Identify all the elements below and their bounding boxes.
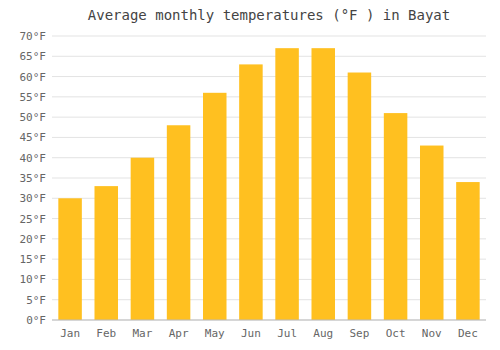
bar [456, 182, 480, 320]
title: Average monthly temperatures (°F ) in Ba… [88, 7, 450, 23]
x-tick-label: Jan [60, 327, 80, 340]
grid-line [52, 137, 486, 138]
bar [311, 48, 335, 320]
y-tick-label: 15°F [20, 253, 47, 266]
bar [275, 48, 299, 320]
y-tick-label: 50°F [20, 111, 47, 124]
y-tick-label: 55°F [20, 91, 47, 104]
y-tick-label: 40°F [20, 152, 47, 165]
bar [131, 158, 155, 320]
x-tick-label: Dec [458, 327, 478, 340]
x-tick-label: Feb [96, 327, 116, 340]
bar [203, 93, 227, 320]
x-tick-label: Oct [386, 327, 406, 340]
grid-line [52, 56, 486, 57]
x-tick-label: May [205, 327, 225, 340]
y-tick-label: 70°F [20, 30, 47, 43]
axis-line [52, 320, 486, 321]
x-tick-label: Nov [422, 327, 442, 340]
bar [58, 198, 82, 320]
x-tick-label: Jul [277, 327, 297, 340]
chart: Average monthly temperatures (°F ) in Ba… [0, 0, 500, 350]
x-tick-label: Sep [349, 327, 369, 340]
x-tick-label: Aug [313, 327, 333, 340]
y-tick-label: 25°F [20, 213, 47, 226]
bar [94, 186, 118, 320]
grid-line [52, 36, 486, 37]
y-tick-label: 65°F [20, 50, 47, 63]
y-tick-label: 60°F [20, 71, 47, 84]
x-tick-label: Jun [241, 327, 261, 340]
y-axis: 0°F 5°F 10°F 15°F 20°F 25°F 30°F 35°F 40°F 45°F 50… [20, 30, 487, 327]
grid-line [52, 96, 486, 97]
y-tick-label: 5°F [26, 294, 46, 307]
y-tick-label: 20°F [20, 233, 47, 246]
y-tick-label: 35°F [20, 172, 47, 185]
bars [58, 48, 479, 320]
x-tick-label: Apr [169, 327, 189, 340]
grid-line [52, 320, 486, 321]
bar [420, 146, 444, 320]
y-tick-label: 10°F [20, 273, 47, 286]
bar [167, 125, 191, 320]
bar [239, 64, 263, 320]
bar [348, 73, 372, 320]
x-tick-label: Mar [132, 327, 152, 340]
y-tick-label: 30°F [20, 192, 47, 205]
bar [384, 113, 408, 320]
y-tick-label: 0°F [26, 314, 46, 327]
grid-line [52, 117, 486, 118]
chart-container: Average monthly temperatures (°F ) in Ba… [0, 0, 500, 350]
y-tick-label: 45°F [20, 131, 47, 144]
grid-line [52, 76, 486, 77]
x-axis: Jan Feb Mar Apr May Jun Jul Aug Sep Oct Nov Dec [52, 320, 486, 340]
